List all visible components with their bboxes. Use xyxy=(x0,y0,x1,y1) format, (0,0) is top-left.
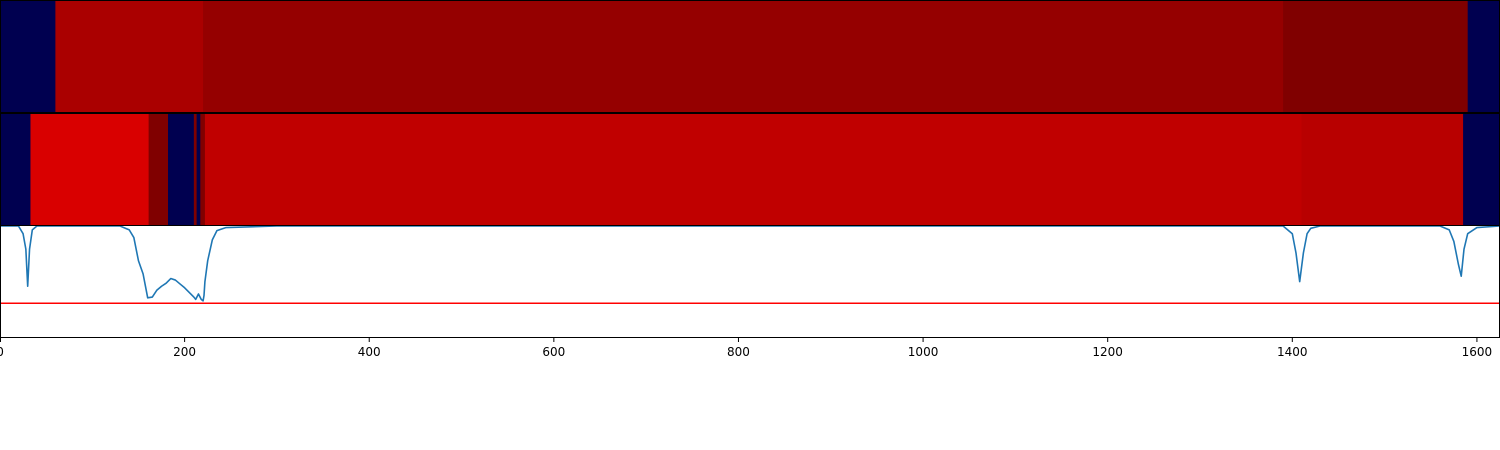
x-tick-label: 1200 xyxy=(1092,345,1123,359)
heatmap-segment xyxy=(30,114,150,225)
heatmap-segment xyxy=(203,1,1284,112)
heatmap-segment xyxy=(196,114,201,225)
heatmap-segment xyxy=(204,114,1303,225)
x-tick-label: 400 xyxy=(358,345,381,359)
x-tick-label: 0 xyxy=(0,345,4,359)
x-tick-label: 200 xyxy=(173,345,196,359)
heatmap-segment xyxy=(1301,114,1464,225)
heatmap-segment xyxy=(1467,1,1500,112)
heatmap-segment xyxy=(0,114,32,225)
heatmap-segment xyxy=(1463,114,1500,225)
segmentation-track-2 xyxy=(0,113,1500,226)
heatmap-segment xyxy=(148,114,169,225)
heatmap-segment xyxy=(193,114,198,225)
x-axis: 0 200 400 600 800 1000 1200 1400 1600 xyxy=(0,338,1492,359)
x-tick-label: 1600 xyxy=(1462,345,1493,359)
heatmap-segment xyxy=(168,114,195,225)
heatmap-segment xyxy=(55,1,204,112)
heatmap-segment xyxy=(1283,1,1469,112)
heatmap-segment xyxy=(200,114,206,225)
x-tick-label: 800 xyxy=(727,345,750,359)
x-tick-label: 1000 xyxy=(908,345,939,359)
heatmap-segment xyxy=(0,1,56,112)
x-tick-label: 600 xyxy=(542,345,565,359)
x-tick-label: 1400 xyxy=(1277,345,1308,359)
segmentation-track-1 xyxy=(0,0,1500,113)
